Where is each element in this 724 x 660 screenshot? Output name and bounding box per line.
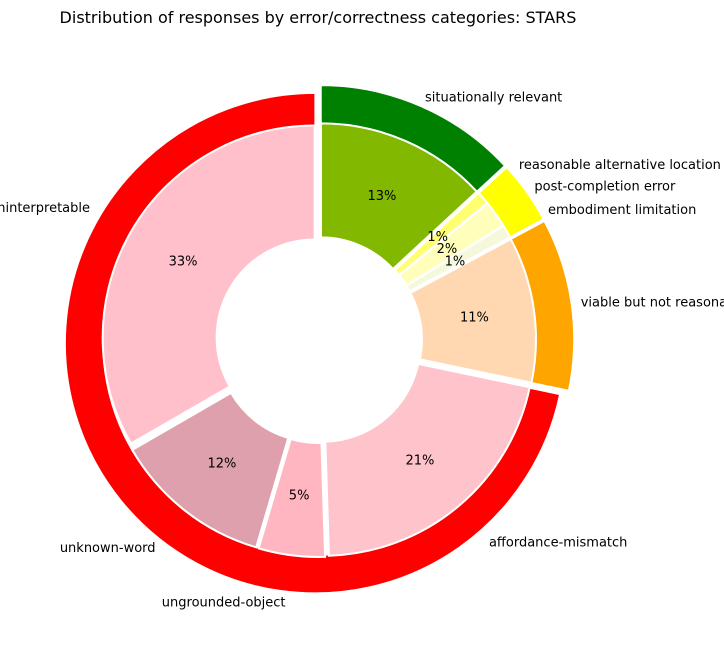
slice-label-post-completion-error: post-completion error xyxy=(534,180,676,195)
slice-viable-but-not-reasonable xyxy=(408,237,537,384)
slice-label-viable-but-not-reasonable: viable but not reasonable xyxy=(581,295,724,310)
slice-label-embodiment-limitation: embodiment limitation xyxy=(548,203,696,218)
percent-label-embodiment-limitation: 1% xyxy=(445,255,466,270)
percent-label-situationally-relevant: 13% xyxy=(367,189,396,204)
inner-ring xyxy=(101,122,537,558)
slice-label-reasonable-alternative-location: reasonable alternative location xyxy=(519,158,721,173)
slice-ungrounded-object xyxy=(257,437,327,558)
slice-uninterpretable xyxy=(101,124,316,445)
percent-labels: 13% 1%2%1% 11% 21% 5% 12% 33% xyxy=(169,189,489,504)
slice-situationally-relevant xyxy=(320,122,479,271)
slice-unknown-word xyxy=(130,391,290,549)
slice-label-affordance-mismatch: affordance-mismatch xyxy=(489,536,627,551)
percent-label-ungrounded-object: 5% xyxy=(289,489,310,504)
percent-label-uninterpretable: 33% xyxy=(169,255,198,270)
slice-label-uninterpretable: uninterpretable xyxy=(0,201,90,216)
percent-label-reasonable-alternative-location: 1% xyxy=(427,230,448,245)
slice-embodiment-limitation xyxy=(405,224,512,293)
slice-label-ungrounded-object: ungrounded-object xyxy=(162,595,286,610)
percent-label-unknown-word: 12% xyxy=(207,456,236,471)
slice-label-unknown-word: unknown-word xyxy=(60,541,156,556)
slice-label-situationally-relevant: situationally relevant xyxy=(425,91,562,106)
percent-label-viable-but-not-reasonable: 11% xyxy=(460,311,489,326)
percent-label-post-completion-error: 2% xyxy=(437,242,458,257)
percent-label-affordance-mismatch: 21% xyxy=(405,453,434,468)
slice-labels: situationally relevant reasonable alterna… xyxy=(0,91,724,611)
chart-title: Distribution of responses by error/corre… xyxy=(59,8,577,27)
slice-affordance-mismatch xyxy=(324,362,531,557)
